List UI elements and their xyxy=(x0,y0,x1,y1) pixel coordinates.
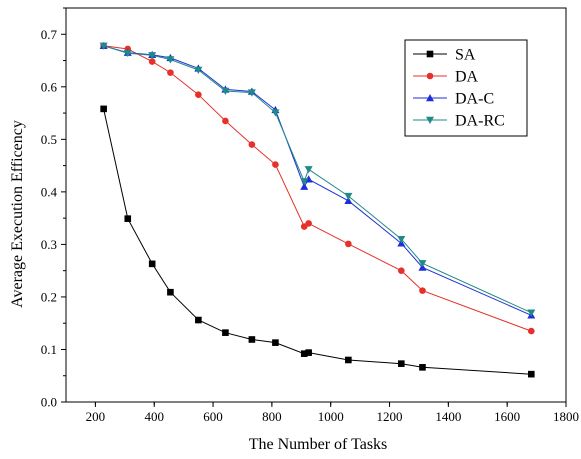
data-point-sa xyxy=(167,288,174,296)
data-point-da xyxy=(248,141,256,148)
data-point-da-rc xyxy=(247,89,256,97)
data-point-sa xyxy=(272,339,279,346)
x-tick-label: 1600 xyxy=(494,409,520,424)
data-point-da xyxy=(148,58,156,65)
data-point-sa xyxy=(397,360,405,367)
data-point-da xyxy=(305,220,312,227)
data-point-da xyxy=(345,240,352,248)
data-point-da-rc xyxy=(194,66,203,74)
x-tick-label: 800 xyxy=(262,409,282,424)
data-point-da xyxy=(527,327,535,335)
data-point-da-rc xyxy=(527,309,536,317)
series-line-sa xyxy=(103,108,532,375)
series-line-da-rc xyxy=(103,45,532,314)
data-point-sa xyxy=(195,316,202,324)
data-point-da-c xyxy=(344,196,353,204)
data-point-da-rc xyxy=(99,42,108,50)
x-tick-label: 400 xyxy=(144,409,164,424)
legend-item-da: DA xyxy=(413,69,479,86)
legend-label: SA xyxy=(455,47,476,64)
y-tick-label: 0.7 xyxy=(41,27,58,42)
series-da xyxy=(100,42,535,335)
data-point-da-c xyxy=(300,182,309,190)
x-axis-ticks: 200 400 600 800 1000 1200 1400 1600 1800 xyxy=(86,402,579,424)
series-sa xyxy=(100,105,535,378)
data-point-sa xyxy=(305,349,312,356)
legend-item-da-c: DA-C xyxy=(413,91,494,108)
data-point-da-rc xyxy=(344,192,353,201)
series-da-rc xyxy=(99,42,536,317)
x-tick-label: 1200 xyxy=(377,409,403,424)
data-point-da-rc xyxy=(221,87,230,96)
series-line-da xyxy=(103,45,532,332)
data-point-da xyxy=(272,161,279,168)
y-tick-label: 0.0 xyxy=(41,395,57,410)
x-tick-label: 1800 xyxy=(553,409,579,424)
y-tick-label: 0.4 xyxy=(41,184,58,199)
legend: SA DA DA-C DA-RC xyxy=(404,39,528,137)
series-group xyxy=(99,41,536,378)
data-point-sa xyxy=(527,370,535,378)
data-point-sa xyxy=(222,329,229,336)
data-point-sa xyxy=(100,105,107,113)
data-point-da xyxy=(167,69,174,76)
data-point-da-rc xyxy=(304,166,313,174)
data-point-da xyxy=(222,117,229,125)
legend-marker xyxy=(426,94,434,102)
data-point-sa xyxy=(248,336,256,343)
legend-marker xyxy=(426,72,434,80)
legend-item-da-rc: DA-RC xyxy=(413,113,505,130)
x-axis-title: The Number of Tasks xyxy=(249,436,388,453)
plot-frame xyxy=(65,7,567,403)
data-point-da-rc xyxy=(166,56,175,64)
data-point-sa xyxy=(419,364,426,371)
legend-item-sa: SA xyxy=(413,47,476,64)
y-tick-label: 0.6 xyxy=(41,79,58,94)
data-point-sa xyxy=(345,356,352,364)
y-axis-title: Average Execution Efficency xyxy=(9,120,26,308)
data-point-da-rc xyxy=(148,52,157,60)
legend-label: DA xyxy=(455,69,479,86)
x-tick-label: 600 xyxy=(203,409,223,424)
data-point-da-rc xyxy=(418,260,427,268)
data-point-da-rc xyxy=(300,178,309,186)
data-point-da-rc xyxy=(123,49,132,58)
data-point-sa xyxy=(124,215,132,222)
y-tick-label: 0.5 xyxy=(41,132,57,147)
series-line-da-c xyxy=(103,45,532,316)
data-point-da-rc xyxy=(271,109,280,117)
x-tick-label: 1400 xyxy=(435,409,461,424)
y-tick-label: 0.1 xyxy=(41,342,57,357)
data-point-da xyxy=(195,91,202,98)
data-point-sa xyxy=(148,260,156,268)
data-point-da xyxy=(397,267,405,274)
legend-marker xyxy=(426,50,434,58)
x-tick-label: 200 xyxy=(86,409,106,424)
y-tick-label: 0.3 xyxy=(41,237,57,252)
y-tick-label: 0.2 xyxy=(41,289,57,304)
legend-marker xyxy=(426,116,434,124)
data-point-da-rc xyxy=(397,235,406,244)
data-point-da xyxy=(419,287,426,294)
axes xyxy=(65,7,567,403)
data-point-sa xyxy=(300,350,308,357)
legend-label: DA-C xyxy=(455,91,494,108)
y-axis-ticks: 0.0 0.1 0.2 0.3 0.4 0.5 0.6 0.7 xyxy=(41,7,66,410)
legend-label: DA-RC xyxy=(455,113,505,130)
x-tick-label: 1000 xyxy=(318,409,344,424)
